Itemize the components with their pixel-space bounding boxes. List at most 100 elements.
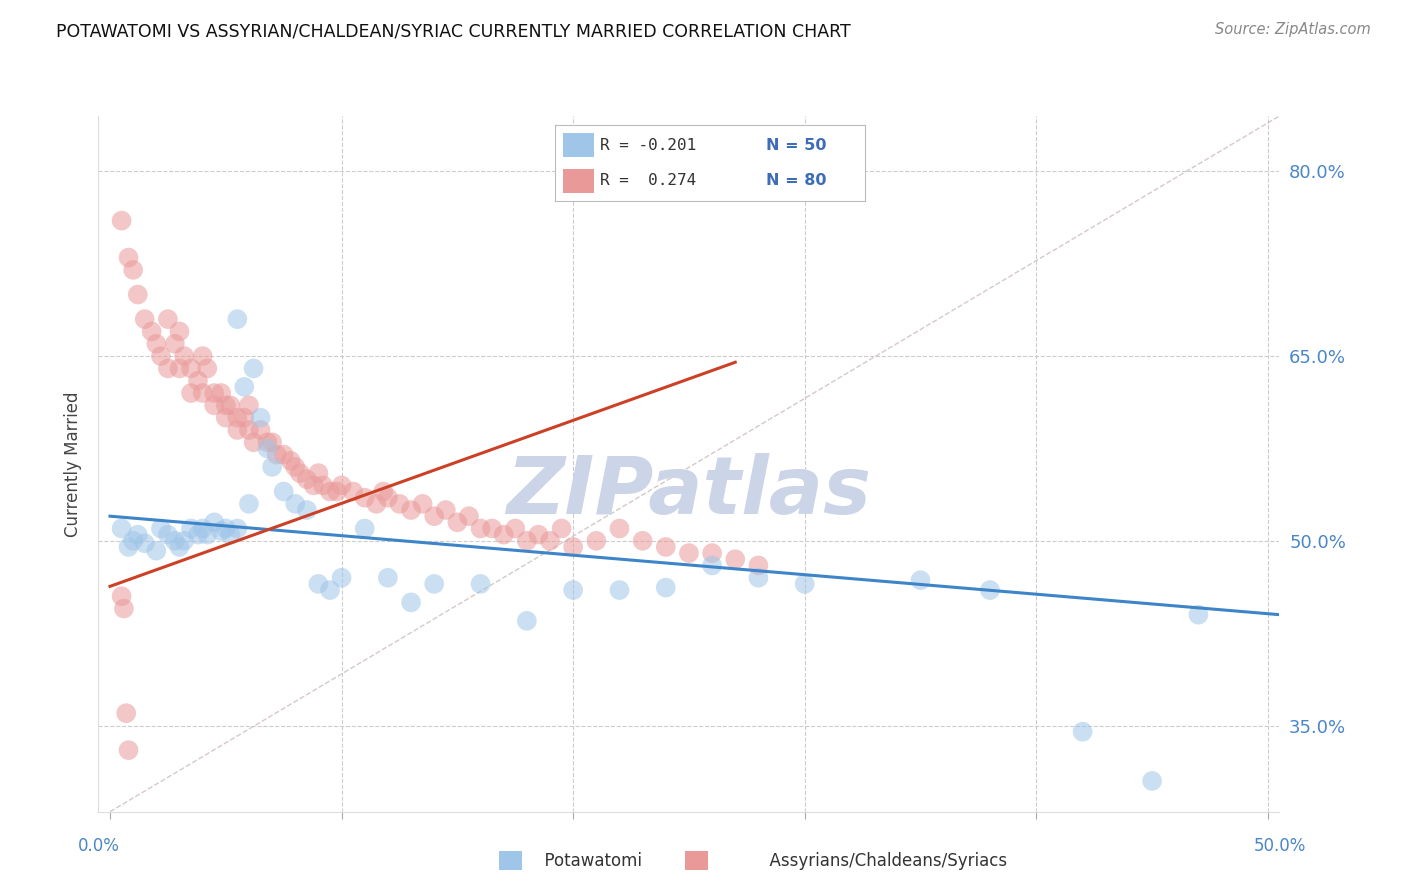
Point <box>284 459 307 474</box>
Point <box>226 410 249 425</box>
Point <box>191 349 214 363</box>
Point <box>134 312 156 326</box>
Point <box>910 573 932 587</box>
Point <box>1187 607 1209 622</box>
Point <box>319 484 342 499</box>
Text: Assyrians/Chaldeans/Syriacs: Assyrians/Chaldeans/Syriacs <box>759 852 1007 870</box>
Point <box>127 527 149 541</box>
Point <box>412 497 434 511</box>
Point <box>724 552 747 566</box>
Point <box>141 325 163 339</box>
Point <box>180 361 202 376</box>
Point <box>609 583 631 598</box>
Point <box>434 503 457 517</box>
Point <box>399 595 422 609</box>
Point <box>700 558 723 573</box>
Point <box>195 361 218 376</box>
Point <box>117 743 139 757</box>
Text: 0.0%: 0.0% <box>77 837 120 855</box>
Point <box>191 521 214 535</box>
Point <box>215 410 238 425</box>
Point <box>262 459 284 474</box>
Point <box>187 374 209 388</box>
Point <box>284 497 307 511</box>
Point <box>110 213 132 227</box>
Y-axis label: Currently Married: Currently Married <box>65 391 83 537</box>
Point <box>979 583 1001 598</box>
Point <box>187 527 209 541</box>
Point <box>163 336 186 351</box>
Point <box>538 533 561 548</box>
Point <box>342 484 364 499</box>
Point <box>110 521 132 535</box>
Point <box>169 540 191 554</box>
Point <box>295 503 318 517</box>
Point <box>134 536 156 550</box>
Point <box>233 410 256 425</box>
Point <box>678 546 700 560</box>
Point <box>481 521 503 535</box>
Point <box>156 361 179 376</box>
Point <box>173 533 195 548</box>
Point <box>423 577 446 591</box>
Point <box>307 466 329 480</box>
Point <box>180 521 202 535</box>
Point <box>149 349 172 363</box>
Point <box>219 398 242 412</box>
Point <box>655 540 678 554</box>
Text: ZIPatlas: ZIPatlas <box>506 452 872 531</box>
Point <box>631 533 654 548</box>
Point <box>266 448 288 462</box>
Point <box>233 380 256 394</box>
FancyBboxPatch shape <box>499 851 523 871</box>
Point <box>307 577 329 591</box>
Point <box>226 521 249 535</box>
Point <box>527 527 550 541</box>
Point <box>295 472 318 486</box>
Text: 50.0%: 50.0% <box>1253 837 1306 855</box>
Point <box>280 454 302 468</box>
Point <box>353 521 375 535</box>
Point <box>156 312 179 326</box>
Point <box>226 423 249 437</box>
Point <box>353 491 375 505</box>
Point <box>226 312 249 326</box>
Text: N = 50: N = 50 <box>766 138 827 153</box>
Point <box>215 398 238 412</box>
Point <box>373 484 395 499</box>
Point <box>169 325 191 339</box>
Point <box>191 386 214 401</box>
Text: R = -0.201: R = -0.201 <box>600 138 696 153</box>
Point <box>195 527 218 541</box>
Point <box>145 336 167 351</box>
Point <box>700 546 723 560</box>
Point <box>330 478 353 492</box>
Point <box>209 386 232 401</box>
FancyBboxPatch shape <box>562 133 593 158</box>
Text: N = 80: N = 80 <box>766 173 827 188</box>
Point <box>117 251 139 265</box>
Point <box>1071 724 1094 739</box>
Point <box>446 516 468 530</box>
Point <box>262 435 284 450</box>
Text: Source: ZipAtlas.com: Source: ZipAtlas.com <box>1215 22 1371 37</box>
Point <box>330 571 353 585</box>
Point <box>122 533 145 548</box>
Point <box>562 540 585 554</box>
Point <box>319 583 342 598</box>
Point <box>127 287 149 301</box>
Text: POTAWATOMI VS ASSYRIAN/CHALDEAN/SYRIAC CURRENTLY MARRIED CORRELATION CHART: POTAWATOMI VS ASSYRIAN/CHALDEAN/SYRIAC C… <box>56 22 851 40</box>
Point <box>273 484 295 499</box>
Point <box>215 521 238 535</box>
Point <box>377 491 399 505</box>
Point <box>256 442 278 456</box>
Point <box>470 577 492 591</box>
Point <box>585 533 607 548</box>
Point <box>169 361 191 376</box>
Point <box>249 423 271 437</box>
Point <box>302 478 325 492</box>
Point <box>242 435 264 450</box>
Point <box>110 589 132 603</box>
Point <box>423 509 446 524</box>
Point <box>122 263 145 277</box>
